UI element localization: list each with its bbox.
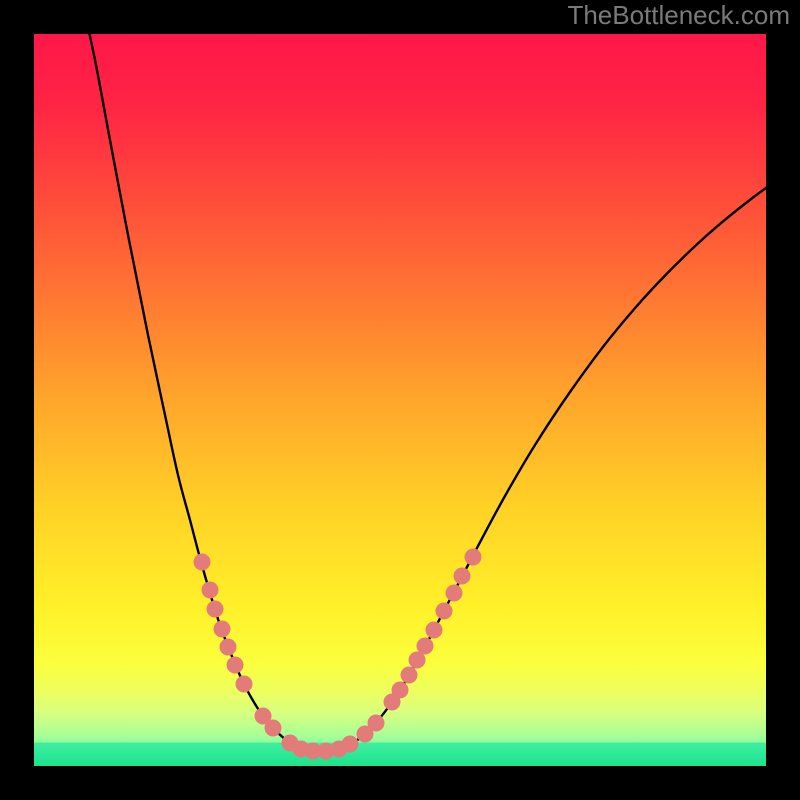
data-marker bbox=[202, 582, 219, 599]
bottleneck-chart: TheBottleneck.com bbox=[0, 0, 800, 800]
data-marker bbox=[220, 639, 237, 656]
data-marker bbox=[342, 736, 359, 753]
data-marker bbox=[454, 568, 471, 585]
data-marker bbox=[227, 657, 244, 674]
data-marker bbox=[436, 603, 453, 620]
data-marker bbox=[417, 638, 434, 655]
watermark-text: TheBottleneck.com bbox=[567, 0, 790, 30]
plot-background bbox=[34, 34, 766, 766]
green-band bbox=[34, 743, 766, 766]
data-marker bbox=[265, 720, 282, 737]
data-marker bbox=[446, 585, 463, 602]
data-marker bbox=[194, 554, 211, 571]
data-marker bbox=[207, 601, 224, 618]
data-marker bbox=[236, 676, 253, 693]
data-marker bbox=[392, 682, 409, 699]
data-marker bbox=[214, 621, 231, 638]
data-marker bbox=[465, 549, 482, 566]
data-marker bbox=[401, 667, 418, 684]
data-marker bbox=[368, 715, 385, 732]
data-marker bbox=[426, 622, 443, 639]
